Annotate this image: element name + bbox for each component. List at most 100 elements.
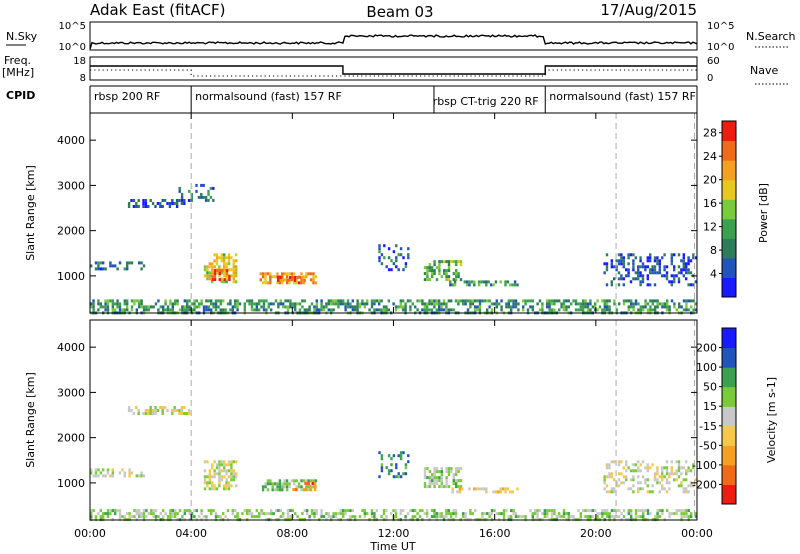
heatmap-cell [123, 474, 126, 478]
heatmap-cell [301, 275, 304, 279]
heatmap-cell [675, 472, 678, 476]
heatmap-cell [171, 305, 174, 309]
heatmap-cell [438, 308, 441, 312]
heatmap-cell [687, 509, 690, 513]
heatmap-cell [507, 299, 510, 303]
heatmap-cell [632, 484, 635, 488]
heatmap-cell [546, 302, 549, 306]
heatmap-cell [447, 470, 451, 474]
heatmap-cell [227, 484, 231, 488]
heatmap-cell [397, 253, 400, 257]
heatmap-cell [428, 470, 431, 474]
heatmap-cell [232, 478, 235, 482]
heatmap-cell [90, 305, 93, 309]
heatmap-cell [692, 299, 695, 303]
heatmap-cell [685, 478, 688, 482]
velocity-ylabel: Slant Range [km] [24, 372, 37, 468]
heatmap-cell [689, 259, 693, 263]
heatmap-cell [447, 275, 451, 279]
heatmap-cell [639, 259, 642, 263]
heatmap-cell [163, 406, 167, 409]
heatmap-cell [632, 469, 635, 473]
heatmap-cell [315, 509, 318, 513]
heatmap-cell [232, 469, 235, 473]
heatmap-cell [262, 302, 266, 306]
heatmap-cell [687, 469, 690, 473]
heatmap-cell [218, 460, 221, 464]
heatmap-cell [230, 475, 233, 479]
heatmap-cell [206, 484, 209, 488]
heatmap-cell [224, 515, 227, 519]
heatmap-cell [279, 302, 282, 306]
heatmap-cell [135, 474, 138, 478]
freq-unit: [MHz] [2, 66, 34, 79]
colorbar-tick-label: -15 [699, 420, 717, 433]
heatmap-cell [162, 509, 165, 513]
heatmap-cell [230, 472, 233, 476]
velocity-cbar-label: Velocity [m s-1] [765, 377, 778, 463]
heatmap-cell [646, 308, 650, 312]
heatmap-cell [92, 308, 95, 312]
heatmap-cell [286, 515, 290, 519]
heatmap-cell [211, 475, 214, 479]
heatmap-cell [387, 469, 391, 473]
heatmap-cell [378, 299, 381, 303]
heatmap-cell [218, 272, 221, 276]
heatmap-cell [661, 472, 664, 476]
heatmap-cell [286, 305, 290, 309]
heatmap-cell [394, 512, 398, 516]
heatmap-cell [658, 265, 661, 269]
cpid-segment-label: rbsp 200 RF [94, 90, 160, 103]
heatmap-cell [213, 487, 216, 491]
heatmap-cell [290, 278, 294, 282]
heatmap-cell [302, 488, 306, 492]
heatmap-cell [223, 268, 226, 272]
heatmap-cell [266, 482, 270, 486]
heatmap-cell [445, 515, 448, 519]
heatmap-cell [111, 468, 114, 472]
heatmap-cell [670, 280, 673, 284]
heatmap-cell [283, 482, 286, 486]
heatmap-cell [574, 308, 578, 312]
heatmap-cell [469, 302, 472, 306]
heatmap-cell [190, 302, 194, 306]
heatmap-cell [279, 509, 282, 513]
colorbar-swatch [722, 406, 736, 427]
heatmap-cell [130, 471, 134, 475]
heatmap-cell [203, 469, 207, 473]
heatmap-cell [308, 515, 311, 519]
heatmap-cell [548, 308, 551, 312]
heatmap-cell [562, 299, 566, 303]
heatmap-cell [397, 472, 400, 476]
heatmap-cell [423, 473, 427, 477]
heatmap-cell [447, 260, 451, 264]
heatmap-cell [682, 268, 685, 272]
heatmap-cell [450, 260, 453, 264]
heatmap-cell [230, 484, 233, 488]
heatmap-cell [687, 490, 690, 494]
heatmap-cell [246, 512, 249, 516]
heatmap-cell [231, 308, 234, 312]
heatmap-cell [140, 299, 143, 303]
heatmap-cell [457, 467, 460, 471]
heatmap-cell [627, 262, 630, 266]
heatmap-cell [639, 308, 642, 312]
heatmap-cell [161, 199, 164, 202]
heatmap-cell [390, 463, 393, 467]
heatmap-cell [562, 509, 566, 513]
heatmap-cell [678, 305, 681, 309]
heatmap-cell [668, 475, 671, 479]
heatmap-cell [215, 256, 219, 260]
heatmap-cell [392, 250, 396, 254]
heatmap-cell [665, 274, 669, 278]
heatmap-cell [646, 490, 649, 494]
heatmap-cell [634, 509, 638, 513]
heatmap-cell [596, 512, 599, 516]
heatmap-cell [176, 512, 179, 516]
heatmap-cell [687, 466, 690, 470]
heatmap-cell [227, 469, 231, 473]
heatmap-cell [536, 512, 539, 516]
heatmap-cell [455, 473, 458, 477]
heatmap-cell [213, 460, 216, 464]
heatmap-cell [230, 469, 233, 473]
